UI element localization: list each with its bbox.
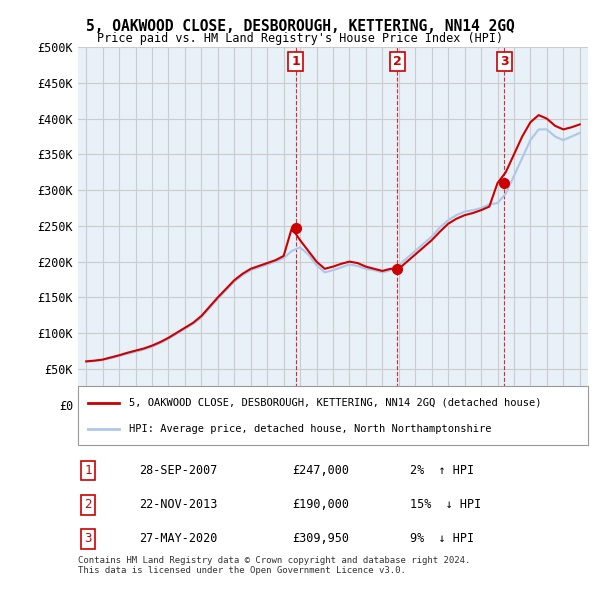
Text: 2: 2 — [85, 499, 92, 512]
Text: £309,950: £309,950 — [292, 532, 349, 546]
Text: 9%  ↓ HPI: 9% ↓ HPI — [409, 532, 473, 546]
Text: 28-SEP-2007: 28-SEP-2007 — [139, 464, 218, 477]
Text: Price paid vs. HM Land Registry's House Price Index (HPI): Price paid vs. HM Land Registry's House … — [97, 32, 503, 45]
FancyBboxPatch shape — [78, 386, 588, 445]
Text: 15%  ↓ HPI: 15% ↓ HPI — [409, 499, 481, 512]
Text: 27-MAY-2020: 27-MAY-2020 — [139, 532, 218, 546]
Text: 5, OAKWOOD CLOSE, DESBOROUGH, KETTERING, NN14 2GQ (detached house): 5, OAKWOOD CLOSE, DESBOROUGH, KETTERING,… — [129, 398, 542, 408]
Text: 22-NOV-2013: 22-NOV-2013 — [139, 499, 218, 512]
Text: 1: 1 — [85, 464, 92, 477]
Text: Contains HM Land Registry data © Crown copyright and database right 2024.
This d: Contains HM Land Registry data © Crown c… — [78, 556, 470, 575]
Text: 5, OAKWOOD CLOSE, DESBOROUGH, KETTERING, NN14 2GQ: 5, OAKWOOD CLOSE, DESBOROUGH, KETTERING,… — [86, 19, 514, 34]
Text: £247,000: £247,000 — [292, 464, 349, 477]
Text: HPI: Average price, detached house, North Northamptonshire: HPI: Average price, detached house, Nort… — [129, 424, 491, 434]
Text: 2: 2 — [393, 55, 401, 68]
Text: 3: 3 — [500, 55, 509, 68]
Text: 2%  ↑ HPI: 2% ↑ HPI — [409, 464, 473, 477]
Text: 1: 1 — [292, 55, 301, 68]
Text: 3: 3 — [85, 532, 92, 546]
Text: £190,000: £190,000 — [292, 499, 349, 512]
